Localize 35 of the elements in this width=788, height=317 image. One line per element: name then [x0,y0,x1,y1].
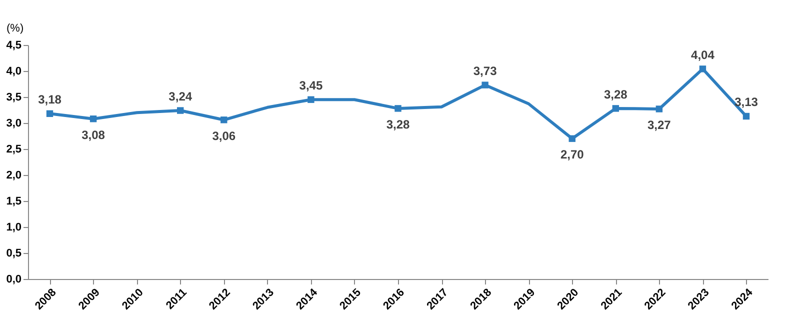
point [177,107,184,114]
data-label: 3,45 [299,78,323,93]
data-label: 3,73 [473,64,498,78]
data-label: 2,70 [560,148,584,162]
y-tick-label: 2,0 [6,170,22,182]
y-tick-label: 3,5 [6,92,22,104]
data-label: 3,08 [82,128,106,142]
y-axis-title: (%) [6,22,24,34]
y-tick-label: 1,5 [6,196,22,208]
point [742,112,750,120]
point [46,110,54,117]
data-label: 3,27 [647,118,672,132]
point [394,105,402,112]
data-label: 3,18 [38,92,62,107]
point [308,96,314,103]
y-tick-label: 4,0 [6,66,22,78]
data-label: 3,28 [604,87,628,102]
y-tick-label: 2,5 [6,144,22,156]
point [220,116,228,124]
y-tick-label: 3,0 [6,118,22,130]
point [90,115,97,122]
data-label: 3,28 [386,117,410,132]
point [568,135,576,142]
y-tick-label: 4,5 [6,40,22,52]
point [612,105,619,112]
y-tick-label: 1,0 [6,222,22,234]
data-label: 4,04 [691,48,715,62]
point [482,82,488,88]
point [699,66,706,72]
y-tick-label: 0,5 [6,248,22,260]
data-label: 3,06 [212,128,236,143]
y-tick-label: 0,0 [6,274,22,286]
point [656,106,663,112]
data-label: 3,24 [168,90,192,104]
data-label: 3,13 [734,95,758,110]
